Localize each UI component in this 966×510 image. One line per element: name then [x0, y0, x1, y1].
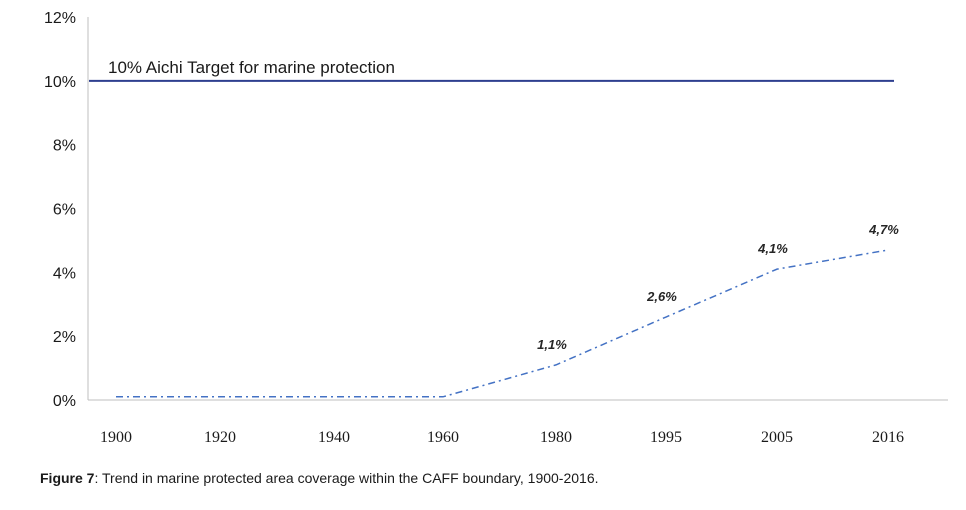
data-label: 4,1% — [757, 241, 788, 256]
x-tick-label: 1920 — [204, 429, 236, 446]
line-chart: 0% 2% 4% 6% 8% 10% 12% 1900 1920 1940 1960 1980 199… — [44, 10, 948, 446]
x-tick-label: 1960 — [427, 429, 459, 446]
y-tick-label: 8% — [53, 138, 76, 155]
x-tick-label: 1980 — [540, 429, 572, 446]
caption-text: : Trend in marine protected area coverag… — [94, 470, 599, 486]
target-line-label: 10% Aichi Target for marine protection — [108, 58, 395, 77]
data-label: 1,1% — [537, 337, 567, 352]
x-axis: 1900 1920 1940 1960 1980 1995 2005 2016 — [88, 399, 948, 446]
x-tick-label: 1900 — [100, 429, 132, 446]
figure-caption: Figure 7: Trend in marine protected area… — [40, 470, 599, 486]
x-tick-label: 1995 — [650, 429, 682, 446]
y-tick-label: 10% — [44, 74, 76, 91]
target-line-group: 10% Aichi Target for marine protection — [89, 58, 894, 82]
y-tick-label: 6% — [53, 202, 76, 219]
x-tick-label: 1940 — [318, 429, 350, 446]
y-tick-label: 12% — [44, 10, 76, 27]
caption-label: Figure 7 — [40, 470, 95, 486]
data-label: 4,7% — [868, 222, 899, 237]
data-label: 2,6% — [646, 289, 677, 304]
series-line — [116, 249, 889, 398]
y-tick-label: 4% — [53, 265, 76, 282]
x-tick-label: 2005 — [761, 429, 793, 446]
series-group — [116, 249, 889, 398]
y-tick-label: 0% — [53, 393, 76, 410]
data-labels: 1,1% 2,6% 4,1% 4,7% — [537, 222, 899, 352]
y-tick-label: 2% — [53, 329, 76, 346]
y-axis: 0% 2% 4% 6% 8% 10% 12% — [44, 10, 89, 410]
x-tick-label: 2016 — [872, 429, 904, 446]
